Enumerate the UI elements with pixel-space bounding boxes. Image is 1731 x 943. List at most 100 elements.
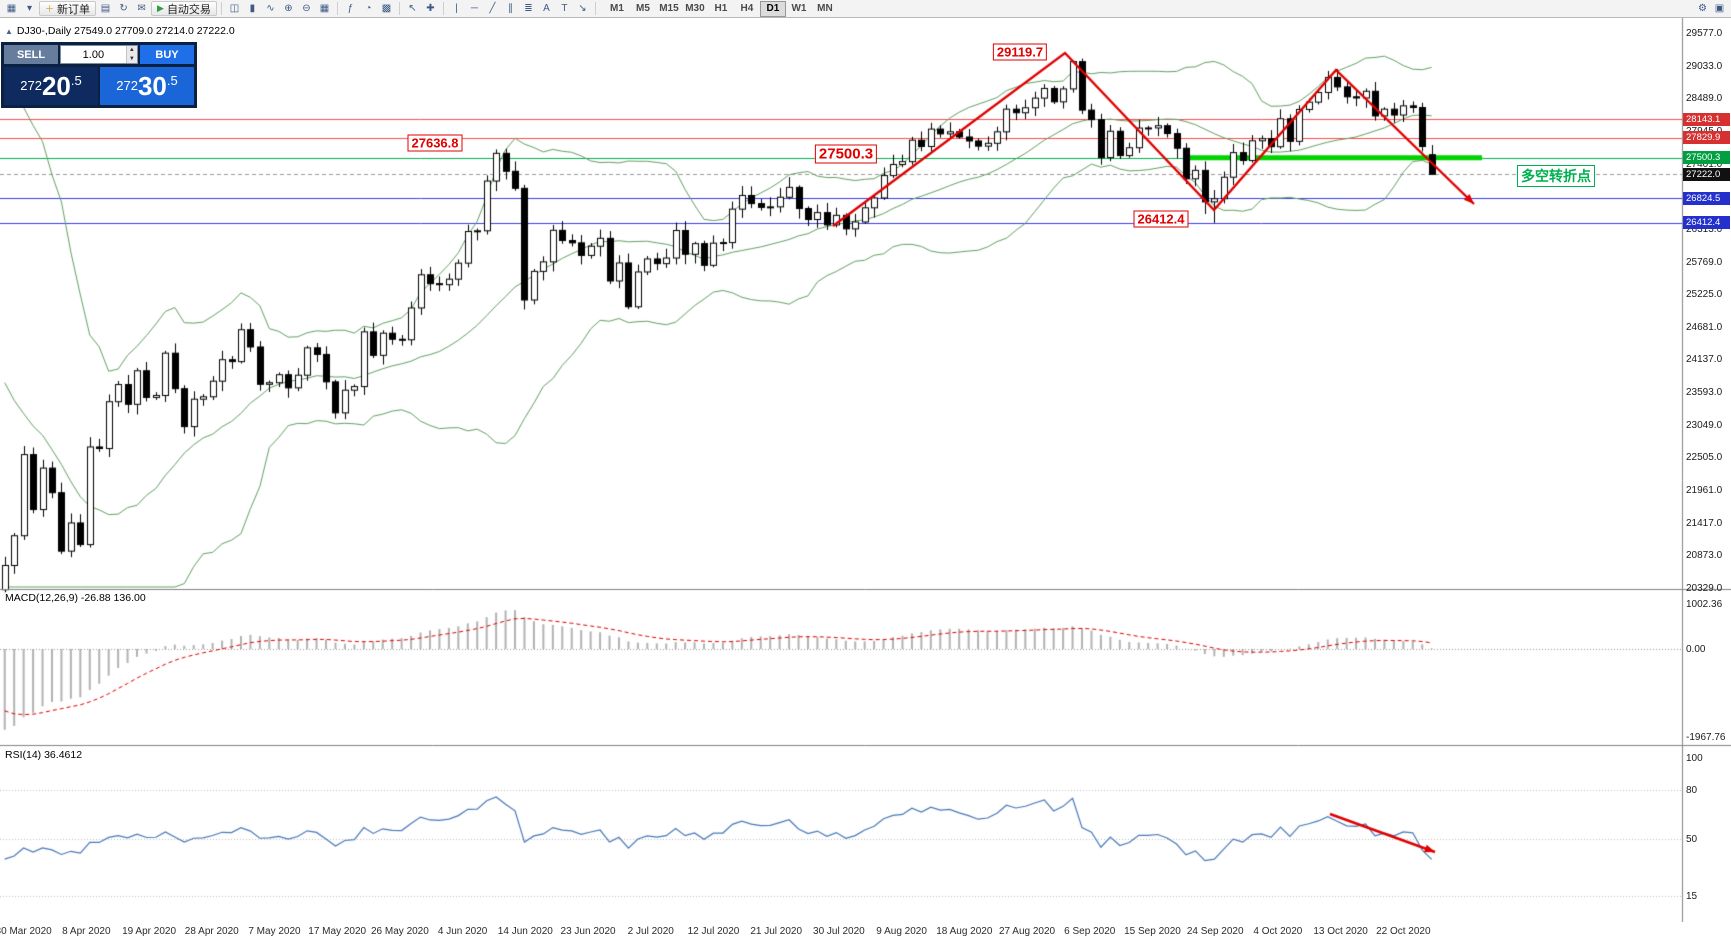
periods-icon[interactable]: ◔ [365,3,372,14]
mail-icon[interactable]: ✉ [137,3,146,14]
volume-decrease-button[interactable]: ▼ [126,54,137,63]
rsi-axis-label: 15 [1686,890,1698,902]
timeframe-M1[interactable]: M1 [609,2,624,14]
timeframe-M15[interactable]: M15 [659,2,679,14]
buy-price[interactable]: 272 30.5 [100,67,194,105]
price-tag: 27222.0 [1683,167,1730,181]
time-axis-label: 28 Apr 2020 [184,926,239,937]
line-chart-icon[interactable]: ∿ [266,3,275,14]
zoom-out-icon[interactable]: ⊖ [302,3,311,14]
dropdown-icon[interactable]: ▾ [26,3,33,14]
chart-annotation[interactable]: 多空转折点 [1517,165,1595,187]
timeframe-M5[interactable]: M5 [635,2,650,14]
cursor-icon[interactable]: ↖ [408,3,417,14]
time-axis-label: 15 Sep 2020 [1124,926,1181,937]
volume-spinner: ▲ ▼ [125,46,137,63]
chart-annotation[interactable]: 27636.8 [407,134,463,152]
timeframe-H4[interactable]: H4 [740,2,754,14]
time-axis-label: 24 Sep 2020 [1186,926,1244,937]
price-axis-label: 24681.0 [1686,321,1723,333]
timeframe-D1[interactable]: D1 [759,0,786,17]
time-axis-label: 4 Jun 2020 [437,926,488,937]
timeframe-MN[interactable]: MN [817,2,833,14]
price-axis[interactable]: 29577.029033.028489.027945.027401.026857… [1682,18,1731,922]
time-axis-label: 22 Oct 2020 [1376,926,1431,937]
crosshair-icon[interactable]: ✚ [426,3,435,14]
time-axis-label: 13 Oct 2020 [1313,926,1368,937]
autotrading-button[interactable]: ▶ 自动交易 [151,1,217,16]
chart-title-text: DJ30-,Daily 27549.0 27709.0 27214.0 2722… [16,25,235,37]
chart-annotation[interactable]: 26412.4 [1133,210,1189,228]
timeframe-W1[interactable]: W1 [791,2,807,14]
volume-increase-button[interactable]: ▲ [126,46,137,55]
price-tag: 26412.4 [1683,216,1730,230]
horizontal-line-icon[interactable]: ─ [470,3,478,14]
vertical-line-icon[interactable]: | [455,3,458,14]
macd-axis-label: 1002.36 [1686,599,1723,610]
toolbar-separator [594,2,596,15]
toolbar-separator [220,2,222,15]
toolbar-separator [398,2,400,15]
timeframe-H1[interactable]: H1 [714,2,728,14]
macd-axis-label: 0.00 [1686,644,1706,655]
channel-icon[interactable]: ∥ [507,3,513,14]
refresh-icon[interactable]: ↻ [119,3,128,14]
chart-canvas[interactable] [0,18,1731,943]
time-axis-label: 23 Jun 2020 [560,926,616,937]
new-order-button-icon: ＋ [45,4,55,14]
bar-chart-icon[interactable]: ◫ [229,3,240,14]
toolbar: ▦ ▾ ＋新订单 ▤ ↻ ✉ ▶ 自动交易 ◫ ▮ ∿ ⊕ ⊖ ▦ ƒ ◔ ▩ ↖ ✚ | ─ ╱ ∥ ≣ A T ↘ M1 M5 M15… [0,0,1731,18]
rsi-axis-label: 100 [1686,753,1703,764]
timeframe-M30[interactable]: M30 [685,2,705,14]
fibonacci-icon[interactable]: ≣ [524,3,533,14]
price-axis-label: 23049.0 [1686,419,1723,431]
panel-icon[interactable]: ▣ [1714,3,1725,14]
time-axis-label: 21 Jul 2020 [750,926,803,937]
price-axis-label: 29577.0 [1686,28,1723,39]
new-order-button[interactable]: ＋新订单 [39,1,97,16]
price-axis-label: 21417.0 [1686,517,1723,529]
chart-window-icon[interactable]: ▦ [6,3,17,14]
time-axis-label: 9 Aug 2020 [876,926,927,937]
candlestick-chart-icon[interactable]: ▮ [249,3,256,14]
settings-icon[interactable]: ⚙ [1698,3,1707,14]
tile-windows-icon[interactable]: ▦ [319,3,330,14]
trendline-icon[interactable]: ╱ [489,3,496,14]
buy-button[interactable]: BUY [140,45,194,64]
chart-annotation[interactable]: 29119.7 [992,43,1048,61]
volume-input[interactable] [61,46,126,63]
time-axis-label: 6 Sep 2020 [1064,926,1116,937]
label-icon[interactable]: T [561,3,568,14]
zoom-in-icon[interactable]: ⊕ [284,3,293,14]
sell-price[interactable]: 272 20.5 [4,67,98,105]
chart-list-icon[interactable]: ▤ [100,3,111,14]
time-axis-label: 14 Jun 2020 [497,926,553,937]
time-axis-label: 30 Jul 2020 [813,926,865,937]
chart-symbol-icon: ▲ [5,26,13,36]
price-axis-label: 29033.0 [1686,60,1723,72]
toolbar-separator [442,2,444,15]
indicators-icon[interactable]: ƒ [347,3,354,14]
text-icon[interactable]: A [543,3,550,14]
autotrading-button-icon: ▶ [157,3,164,13]
chart-annotation[interactable]: 27500.3 [814,144,878,164]
price-tag: 27829.9 [1683,131,1730,145]
autotrading-button-label: 自动交易 [166,3,211,16]
price-axis-label: 25769.0 [1686,256,1723,268]
price-axis-label: 21961.0 [1686,485,1723,497]
price-tag: 27500.3 [1683,151,1730,165]
new-order-button-label: 新订单 [57,3,91,16]
time-axis[interactable]: 30 Mar 2020 8 Apr 2020 19 Apr 2020 28 Apr 2… [0,922,1731,943]
timeframe-switcher: M1 M5 M15 M30 H1 H4 D1 W1 MN [604,0,838,17]
time-axis-label: 4 Oct 2020 [1253,926,1303,937]
sell-button[interactable]: SELL [4,45,58,64]
time-axis-label: 8 Apr 2020 [62,926,111,937]
templates-icon[interactable]: ▩ [381,3,392,14]
price-tag: 26824.5 [1683,191,1730,205]
price-axis-label: 20873.0 [1686,550,1723,562]
macd-axis-label: -1967.76 [1686,732,1726,744]
shapes-icon[interactable]: ↘ [578,3,587,14]
time-axis-label: 17 May 2020 [308,926,367,937]
